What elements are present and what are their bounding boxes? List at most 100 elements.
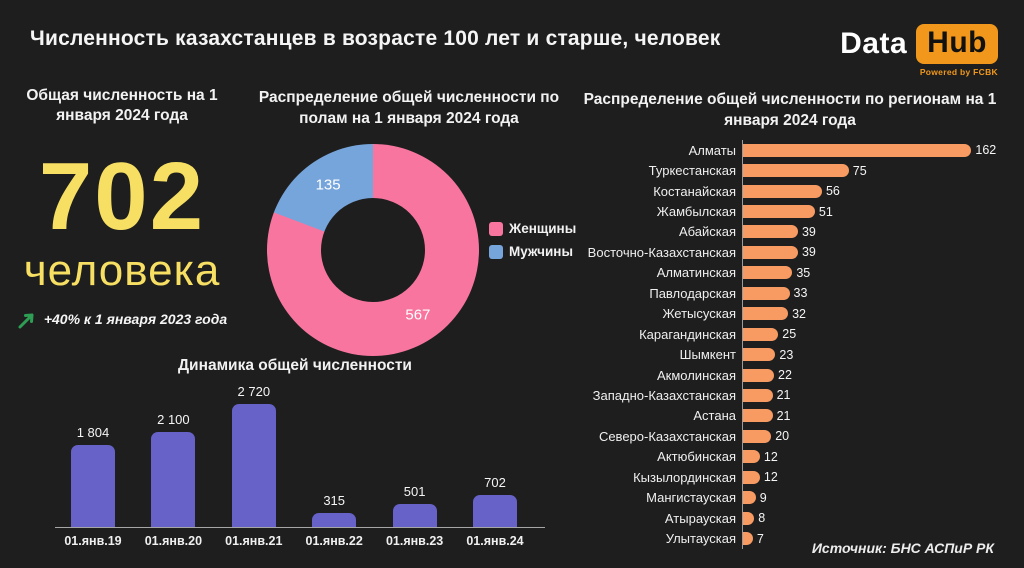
- region-bar: [743, 184, 822, 198]
- x-axis-line: [55, 527, 545, 528]
- region-row: Жамбылская 51: [450, 201, 1022, 222]
- region-bar: [743, 143, 972, 157]
- yearly-change: +40% к 1 января 2023 года: [8, 309, 236, 330]
- bar: [392, 504, 437, 527]
- region-bar-area: 39: [742, 242, 1022, 263]
- legend-item: Женщины: [489, 221, 576, 236]
- region-value-label: 23: [779, 347, 794, 362]
- bar-value-label: 2 720: [237, 384, 271, 399]
- bar: [151, 432, 196, 527]
- bar-value-label: 501: [403, 484, 426, 500]
- region-bar: [743, 491, 756, 505]
- total-unit: человека: [23, 245, 221, 295]
- bar: [312, 512, 357, 527]
- region-bar: [743, 450, 760, 464]
- region-bar-area: 33: [742, 283, 1022, 304]
- region-row: Астана 21: [450, 405, 1022, 427]
- region-row: Алматинская 35: [450, 262, 1022, 284]
- region-value-label: 9: [759, 490, 767, 505]
- region-label: Атырауская: [664, 510, 736, 526]
- region-value-label: 21: [776, 388, 791, 403]
- region-value-label: 39: [801, 224, 816, 239]
- growth-arrow-icon: [18, 313, 34, 329]
- x-axis-label: 01.янв.23: [385, 534, 444, 548]
- region-label: Костанайская: [653, 183, 736, 199]
- region-bar-area: 35: [742, 262, 1022, 284]
- datahub-logo-row: Data Hub: [840, 24, 998, 64]
- legend-label: Женщины: [509, 221, 577, 236]
- region-row: Актюбинская 12: [450, 446, 1022, 467]
- gender-legend: Женщины Мужчины: [489, 221, 576, 259]
- region-value-label: 8: [758, 511, 766, 526]
- bar: [231, 404, 276, 527]
- region-bar: [743, 245, 798, 259]
- region-label: Акмолинская: [656, 367, 736, 383]
- source-note: Источник: БНС АСПиР РК: [811, 540, 994, 556]
- region-row: Абайская 39: [450, 221, 1022, 243]
- region-row: Шымкент 23: [450, 344, 1022, 365]
- region-bar-area: 12: [742, 467, 1022, 488]
- region-label: Жамбылская: [656, 204, 736, 220]
- region-label: Актюбинская: [657, 449, 736, 465]
- region-bar-area: 7: [742, 528, 1022, 549]
- region-bar: [743, 388, 773, 402]
- legend-item: Мужчины: [489, 244, 576, 259]
- region-row: Улытауская 7: [450, 528, 1022, 549]
- region-row: Жетысуская 32: [450, 303, 1022, 324]
- dynamics-bar-chart: 1 804 01.янв.19 2 100 01.янв.20 2 720 01.янв.…: [0, 384, 560, 565]
- logo-powered-by-text: Powered by FCBK: [919, 67, 998, 77]
- region-label: Туркестанская: [648, 163, 736, 179]
- region-row: Мангистауская 9: [450, 487, 1022, 508]
- regions-chart-title: Распределение общей численности по регио…: [583, 91, 997, 129]
- datahub-logo: Data Hub Powered by FCBK: [840, 24, 998, 77]
- donut-hole: [321, 198, 425, 302]
- total-summary-panel: Общая численность на 1 января 2024 года …: [8, 86, 236, 330]
- region-bar: [743, 164, 849, 178]
- region-value-label: 39: [801, 245, 816, 260]
- region-row: Атырауская 8: [450, 507, 1022, 529]
- region-row: Акмолинская 22: [450, 364, 1022, 386]
- region-label: Восточно-Казахстанская: [587, 244, 736, 260]
- x-axis-label: 01.янв.24: [466, 534, 524, 548]
- region-bar-area: 12: [742, 446, 1022, 467]
- region-row: Алматы 162: [450, 140, 1022, 161]
- region-label: Алматы: [688, 142, 736, 158]
- region-bar: [743, 225, 798, 239]
- region-row: Павлодарская 33: [450, 283, 1022, 304]
- gender-chart-title: Распределение общей численности по полам…: [258, 89, 560, 127]
- region-label: Алматинская: [656, 265, 736, 281]
- donut-value-label: 567: [405, 306, 431, 324]
- gender-donut-chart: 567 135: [267, 144, 479, 356]
- region-bar-area: 51: [742, 201, 1022, 222]
- region-value-label: 33: [793, 286, 808, 301]
- x-axis-label: 01.янв.22: [305, 534, 363, 548]
- bar-value-label: 2 100: [157, 412, 190, 428]
- region-label: Жетысуская: [662, 306, 736, 322]
- region-bar: [743, 532, 753, 546]
- region-value-label: 35: [796, 265, 811, 280]
- region-row: Костанайская 56: [450, 180, 1022, 202]
- region-label: Северо-Казахстанская: [598, 428, 736, 444]
- region-bar: [743, 470, 760, 484]
- region-bar: [743, 348, 776, 362]
- region-bar: [743, 429, 772, 443]
- dynamics-chart-title: Динамика общей численности: [178, 357, 412, 374]
- bar-value-label: 702: [484, 475, 506, 491]
- region-row: Туркестанская 75: [450, 160, 1022, 181]
- region-row: Западно-Казахстанская 21: [450, 385, 1022, 406]
- region-bar-area: 56: [742, 180, 1022, 202]
- region-label: Кызылординская: [633, 469, 736, 485]
- region-value-label: 21: [776, 408, 791, 423]
- region-value-label: 56: [825, 184, 840, 199]
- regions-bar-chart: Алматы 162 Туркестанская 75 Костанайская 56 Жа…: [450, 140, 1022, 549]
- region-bar: [743, 368, 775, 382]
- logo-hub-badge: Hub: [916, 24, 998, 64]
- region-bar-area: 21: [742, 405, 1022, 427]
- region-value-label: 25: [782, 327, 797, 342]
- logo-data-text: Data: [840, 27, 908, 60]
- region-bar-area: 162: [742, 140, 1022, 161]
- region-row: Северо-Казахстанская 20: [450, 426, 1022, 447]
- bar: [473, 495, 517, 527]
- total-value: 702: [38, 142, 206, 250]
- region-value-label: 32: [792, 306, 807, 321]
